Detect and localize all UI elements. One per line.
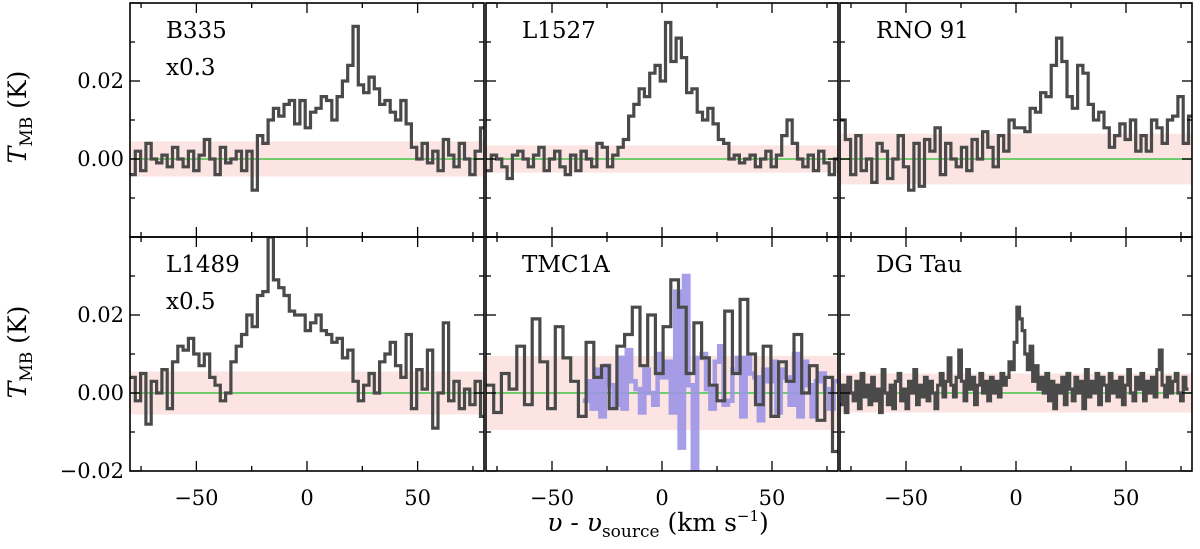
panel-frame	[485, 236, 839, 472]
x-axis-title-main: υ - υ	[547, 508, 602, 537]
spectrum-line	[840, 305, 1189, 415]
spectrum-line	[840, 36, 1192, 192]
y-tick-label: −0.02	[60, 459, 124, 483]
spectrum-line	[130, 24, 484, 192]
panels-layer: B335 x0.3 0.00 0.02 L1527 RNO 91 L1489 x0.5 −50 0…	[60, 2, 1193, 510]
x-tick-label: 0	[300, 486, 313, 510]
panel-label: B335	[166, 18, 227, 44]
plot-area	[486, 273, 838, 471]
panel-frame	[129, 236, 485, 472]
x-axis-title-unit: (km s	[660, 508, 737, 537]
plot-area	[486, 20, 838, 181]
y-tick-label: 0.02	[77, 69, 124, 93]
x-tick-label: −50	[884, 486, 928, 510]
panel-scale-label: x0.3	[166, 55, 216, 81]
panel-label: L1489	[166, 252, 240, 278]
panel-label: L1527	[522, 18, 596, 44]
panel-b335: B335 x0.3 0.00 0.02	[77, 2, 485, 238]
panel-dg-tau: DG Tau −50 0 50	[839, 236, 1193, 510]
y-axis-title-top: TMB (K)	[3, 71, 37, 164]
panel-scale-label: x0.5	[166, 289, 216, 315]
y-axis-title-top-main: T	[3, 144, 32, 163]
y-tick-label: 0.02	[77, 303, 124, 327]
panel-rno-91: RNO 91	[839, 2, 1193, 238]
plot-area	[130, 24, 484, 192]
y-tick-label: 0.00	[77, 147, 124, 171]
panel-label: DG Tau	[876, 252, 962, 278]
panel-frame	[839, 236, 1193, 472]
y-tick-label: 0.00	[77, 381, 124, 405]
plot-area	[840, 36, 1192, 192]
y-axis-title-top-sub: MB	[17, 117, 37, 147]
panel-label: RNO 91	[876, 18, 969, 44]
y-axis-title-bottom: TMB (K)	[3, 306, 37, 399]
x-axis-title-sup: −1	[737, 507, 759, 525]
panel-tmc1a: TMC1A −50 0 50	[485, 236, 839, 510]
x-tick-label: −50	[530, 486, 574, 510]
x-tick-label: −50	[174, 486, 218, 510]
x-tick-label: 0	[1009, 486, 1022, 510]
plot-area	[130, 237, 484, 430]
spectrum-line	[486, 20, 838, 181]
y-axis-title-bottom-sub: MB	[17, 352, 37, 382]
x-axis-title-close: )	[759, 508, 769, 537]
y-axis-title-bottom-main: T	[3, 379, 32, 398]
plot-area	[840, 305, 1192, 415]
x-tick-label: 0	[655, 486, 668, 510]
spectrum-line	[486, 278, 838, 454]
y-axis-title-bottom-unit: (K)	[3, 306, 32, 352]
x-tick-label: 50	[759, 486, 786, 510]
panel-l1489: L1489 x0.5 −50 0 50 −0.02 0.00 0.02	[60, 236, 485, 510]
panel-label: TMC1A	[522, 252, 610, 278]
panel-l1527: L1527	[485, 2, 839, 238]
x-tick-label: 50	[404, 486, 431, 510]
y-axis-title-top-unit: (K)	[3, 71, 32, 117]
x-axis-title-sub: source	[602, 522, 660, 542]
spectrum-line	[130, 237, 484, 430]
x-axis-title: υ - υsource (km s−1)	[547, 507, 769, 542]
x-tick-label: 50	[1113, 486, 1140, 510]
